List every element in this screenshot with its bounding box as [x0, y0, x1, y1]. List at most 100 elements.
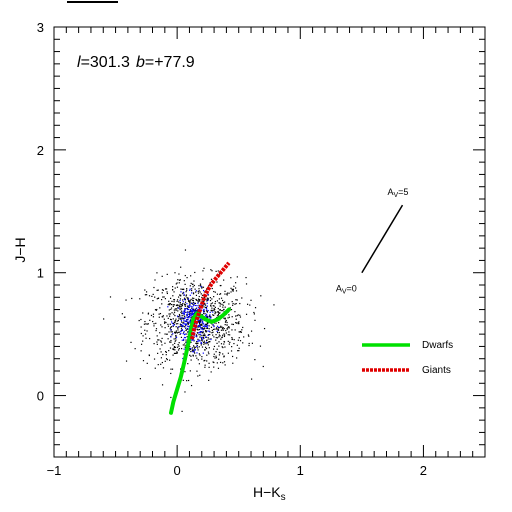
star-point — [223, 317, 225, 319]
star-point — [161, 289, 164, 291]
star-point — [176, 352, 178, 354]
star-point — [212, 311, 214, 313]
star-point — [186, 315, 188, 317]
star-point — [273, 304, 275, 306]
star-point — [173, 348, 175, 351]
star-point — [204, 334, 206, 337]
star-point — [165, 350, 167, 353]
star-point — [203, 310, 206, 312]
star-point — [180, 320, 183, 322]
star-point — [182, 353, 184, 355]
star-point — [198, 316, 200, 318]
star-point — [178, 279, 181, 281]
star-point — [206, 324, 209, 326]
star-point — [189, 305, 191, 307]
star-point — [193, 346, 195, 348]
star-point — [146, 294, 148, 296]
star-point — [160, 341, 163, 343]
star-point — [200, 342, 202, 344]
star-point — [164, 298, 167, 300]
star-point — [190, 350, 192, 353]
star-point — [208, 347, 210, 349]
x-tick-label: 0 — [174, 463, 181, 478]
star-point — [201, 356, 203, 358]
star-point — [156, 343, 158, 345]
star-point — [167, 306, 169, 308]
star-point — [177, 307, 179, 309]
star-point — [183, 316, 186, 318]
star-point — [200, 335, 202, 337]
star-point — [235, 287, 237, 289]
y-tick-label: 2 — [37, 143, 44, 158]
plot-frame — [53, 26, 486, 458]
star-point — [218, 273, 221, 275]
star-point — [176, 300, 178, 302]
star-point — [201, 321, 204, 323]
star-point — [222, 306, 224, 308]
star-point — [144, 329, 146, 331]
star-point — [191, 347, 194, 349]
star-point — [217, 313, 219, 316]
star-point — [221, 328, 224, 330]
star-point — [211, 287, 213, 290]
star-point — [183, 326, 185, 328]
star-point — [176, 308, 178, 310]
star-point — [236, 344, 238, 346]
star-point — [191, 311, 193, 313]
star-point — [155, 329, 157, 332]
star-point — [188, 349, 191, 351]
star-point — [184, 317, 186, 319]
star-point — [182, 318, 184, 320]
star-point — [215, 336, 217, 339]
star-point — [220, 338, 222, 340]
star-point — [201, 294, 204, 296]
star-point — [192, 310, 194, 312]
star-point — [184, 298, 186, 300]
star-point — [175, 318, 177, 320]
star-point — [204, 329, 207, 332]
star-point — [184, 299, 186, 301]
star-point — [173, 309, 175, 311]
star-point — [169, 297, 172, 299]
star-point — [204, 304, 207, 306]
star-point — [192, 355, 194, 357]
star-point — [191, 307, 193, 309]
star-point — [196, 328, 198, 330]
star-point — [170, 321, 173, 323]
star-point — [170, 331, 172, 333]
star-point — [200, 333, 202, 335]
star-point — [221, 346, 223, 348]
star-point — [173, 311, 176, 313]
y-tick-label: 3 — [37, 20, 44, 35]
star-point — [214, 291, 216, 293]
star-point — [177, 279, 179, 281]
star-point — [214, 313, 216, 315]
star-point — [197, 290, 199, 293]
star-point — [193, 309, 195, 312]
star-point — [178, 282, 180, 284]
star-point — [162, 289, 164, 291]
star-point — [177, 296, 180, 298]
star-point — [188, 315, 191, 317]
star-point — [174, 332, 177, 334]
star-point — [170, 336, 172, 338]
star-point — [185, 327, 187, 329]
star-point — [222, 334, 224, 336]
star-point — [220, 284, 222, 287]
star-point — [210, 317, 212, 319]
star-point — [200, 293, 202, 295]
star-point — [179, 279, 181, 281]
star-point — [230, 350, 233, 352]
star-point — [200, 319, 203, 321]
star-point — [197, 298, 200, 300]
star-point — [160, 363, 162, 365]
star-point — [187, 326, 189, 328]
star-point — [177, 326, 179, 328]
star-point — [228, 316, 231, 318]
star-point — [242, 326, 244, 329]
star-point — [161, 303, 163, 305]
star-point — [196, 341, 198, 343]
star-point — [213, 296, 215, 298]
star-point — [216, 316, 218, 319]
star-point — [203, 291, 206, 293]
